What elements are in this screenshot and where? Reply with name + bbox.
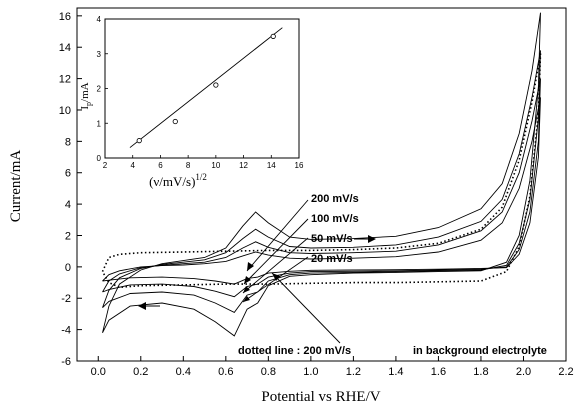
annotation-200mvs: 200 mV/s: [311, 193, 359, 205]
y-tick-label: 12: [59, 74, 71, 86]
x-tick-label: 1.6: [431, 366, 446, 378]
inset-series-group: [129, 27, 283, 148]
inset-fit-line: [129, 27, 283, 148]
inset-data-point: [136, 138, 142, 144]
y-tick-label: -6: [61, 356, 71, 368]
leader-line-50mvs: [242, 237, 309, 294]
inset-x-tick-label: 14: [267, 161, 276, 170]
x-tick-label: 1.8: [473, 366, 488, 378]
scan-direction-forward-arrow-head: [368, 235, 376, 243]
inset-y-tick-label: 2: [97, 85, 102, 94]
annotation-50mvs: 50 mV/s: [311, 233, 353, 245]
inset-x-tick-label: 12: [239, 161, 248, 170]
y-tick-label: 16: [59, 11, 71, 23]
inset-y-axis: 0 1 2 3 4: [97, 15, 108, 163]
annotation-background-electrolyte: in background electrolyte: [413, 345, 547, 357]
y-tick-label: 0: [65, 262, 71, 274]
x-tick-label: 0.0: [91, 366, 106, 378]
x-tick-label: 0.2: [133, 366, 148, 378]
inset-x-tick-label: 6: [158, 161, 163, 170]
inset-plot-area-border: [104, 18, 300, 159]
inset-y-tick-label: 3: [97, 50, 102, 59]
inset-x-tick-label: 16: [295, 161, 304, 170]
x-tick-label: 0.6: [218, 366, 233, 378]
inset-y-axis-title: Ip/mA: [79, 82, 93, 109]
inset-y-tick-label: 1: [97, 119, 102, 128]
x-tick-label: 1.4: [388, 366, 403, 378]
inset-x-tick-label: 8: [186, 161, 191, 170]
inset-data-point: [213, 82, 219, 88]
annotation-dotted-line: dotted line : 200 mV/s: [238, 345, 351, 357]
main-x-axis: 0.0 0.2 0.4 0.6 0.8 1.0 1.2 1.4 1.6 1.8 2.0 2.2: [91, 356, 574, 378]
y-tick-label: 2: [65, 230, 71, 242]
y-tick-label: 8: [65, 136, 71, 148]
series-line-4: [101, 53, 542, 289]
inset-x-axis-title: (ν/mV/s)1/2: [149, 172, 207, 189]
main-plot-area-border: [76, 7, 567, 362]
x-tick-label: 1.2: [346, 366, 361, 378]
inset-data-point: [172, 118, 178, 125]
y-tick-label: 10: [59, 105, 71, 117]
inset-data-point: [270, 33, 276, 39]
leader-line-200mvs: [246, 199, 309, 272]
y-tick-label: -2: [61, 293, 71, 305]
scan-direction-reverse-arrow-head: [138, 302, 146, 310]
main-plot-frame: [76, 7, 567, 362]
main-x-axis-title: Potential vs RHE/V: [261, 389, 380, 405]
y-tick-label: 4: [65, 199, 71, 211]
main-y-axis-title: Current/mA: [8, 150, 24, 223]
arrow-head-200mvs: [247, 262, 254, 271]
y-tick-label: 6: [65, 168, 71, 180]
arrow-head-dotted: [272, 273, 280, 281]
inset-y-axis-title-main: I: [79, 106, 91, 110]
series-line-3: [102, 97, 541, 285]
x-tick-label: 2.0: [516, 366, 531, 378]
x-tick-label: 0.8: [261, 366, 276, 378]
annotation-100mvs: 100 mV/s: [311, 213, 359, 225]
arrow-head-20mvs: [243, 296, 250, 302]
y-tick-label: -4: [61, 325, 71, 337]
inset-x-axis-title-sup: 1/2: [195, 172, 207, 182]
series-line-2: [102, 78, 541, 298]
inset-x-tick-label: 4: [130, 161, 135, 170]
series-line-1: [102, 50, 541, 313]
inset-y-tick-label: 4: [97, 15, 102, 24]
x-tick-label: 2.2: [558, 366, 573, 378]
inset-x-tick-label: 2: [103, 161, 108, 170]
inset-y-tick-label: 0: [97, 154, 102, 163]
series-line-0: [102, 12, 541, 337]
leader-line-dotted: [271, 272, 341, 344]
y-tick-label: 14: [59, 42, 71, 54]
arrow-head-100mvs: [244, 276, 251, 284]
inset-y-axis-title-sub: p: [84, 102, 93, 106]
inset-x-axis: 2 4 6 8 10 12 14 16: [103, 155, 304, 170]
leader-line-100mvs: [243, 218, 309, 285]
inset-x-tick-label: 10: [211, 161, 220, 170]
annotation-20mvs: 20 mV/s: [311, 253, 353, 265]
inset-x-axis-title-main: (ν/mV/s): [149, 174, 195, 189]
x-tick-label: 1.0: [303, 366, 318, 378]
arrow-head-50mvs: [243, 286, 250, 293]
main-y-axis: -6 -4 -2 0 2 4 6 8 10 12 14 16: [59, 11, 82, 368]
main-series-group: [101, 12, 542, 337]
annotations-group: 200 mV/s 100 mV/s 50 mV/s 20 mV/s dotted…: [138, 193, 547, 357]
inset-y-axis-title-unit: /mA: [79, 82, 91, 102]
x-tick-label: 0.4: [176, 366, 191, 378]
